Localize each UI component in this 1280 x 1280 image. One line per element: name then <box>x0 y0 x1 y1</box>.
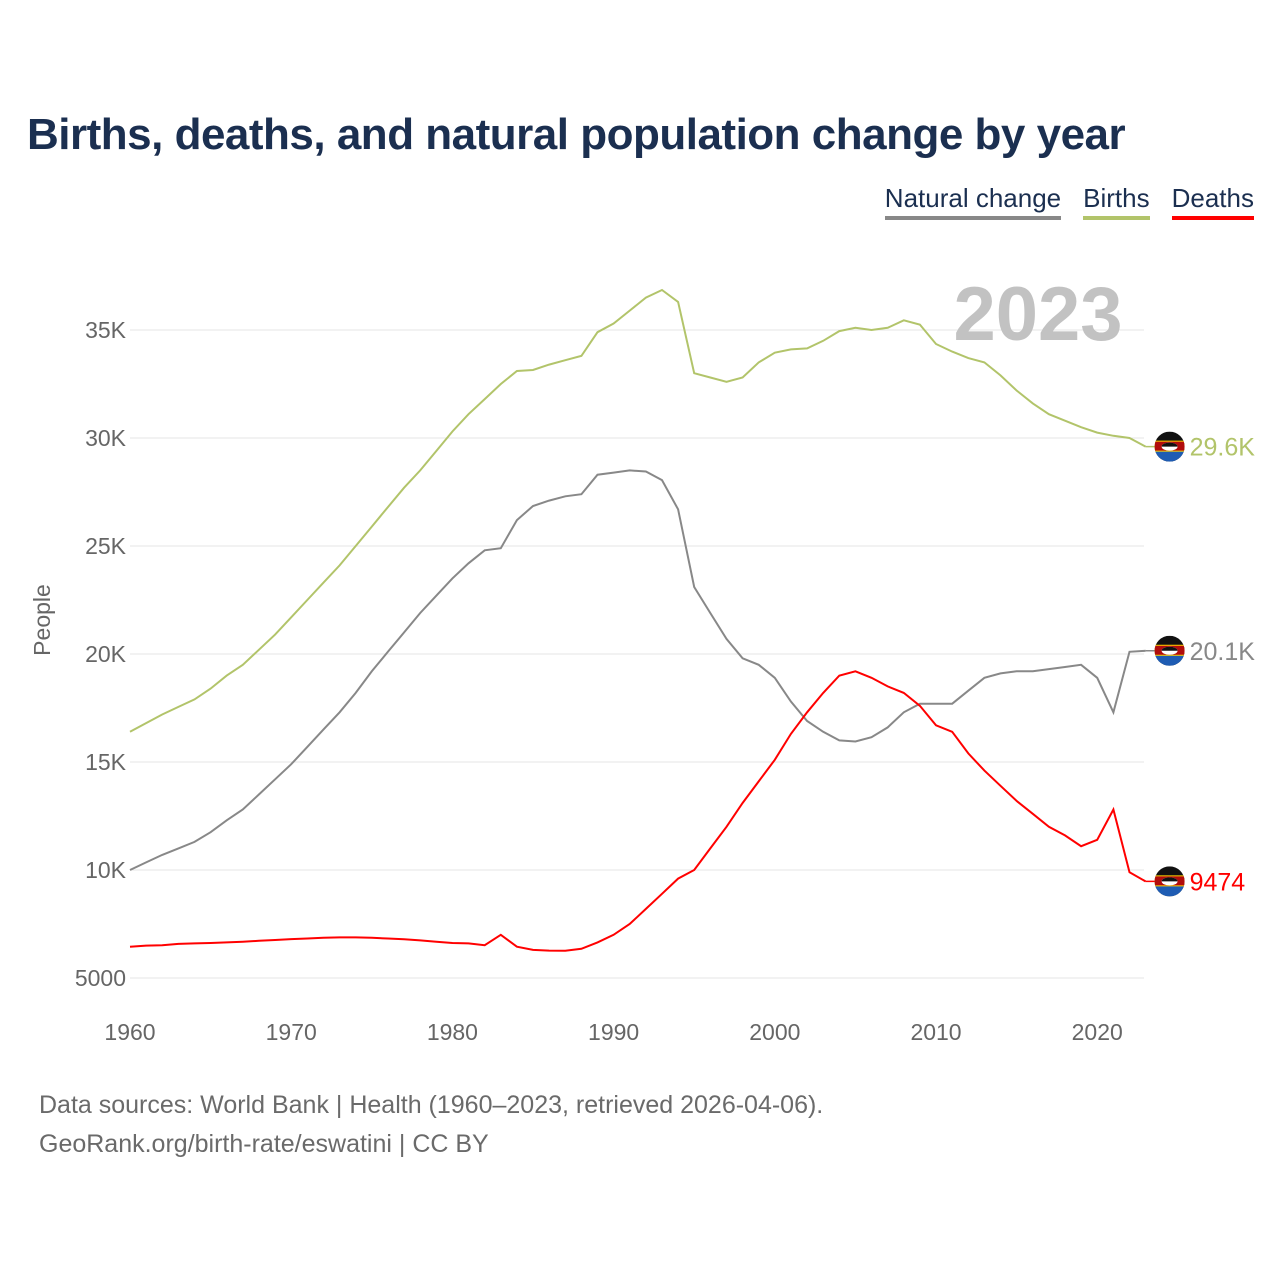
legend-births[interactable]: Births <box>1083 183 1150 220</box>
x-tick-label: 1960 <box>104 1019 155 1045</box>
x-tick-label: 2000 <box>749 1019 800 1045</box>
series-line-deaths <box>129 670 1147 952</box>
y-tick-label: 25K <box>85 533 127 559</box>
source-link[interactable]: GeoRank.org/birth-rate/eswatini | CC BY <box>39 1130 489 1158</box>
series-line-natural <box>129 469 1146 871</box>
series-line-births <box>129 288 1147 733</box>
year-watermark: 2023 <box>953 272 1122 357</box>
y-axis-label: People <box>29 584 55 656</box>
eswatini-flag-icon <box>1154 431 1185 462</box>
legend-natural-change[interactable]: Natural change <box>884 183 1062 220</box>
y-tick-label: 5000 <box>75 965 126 991</box>
y-tick-label: 30K <box>85 425 127 451</box>
x-tick-label: 1980 <box>427 1019 478 1045</box>
y-tick-label: 20K <box>85 641 127 667</box>
legend-deaths[interactable]: Deaths <box>1171 183 1254 220</box>
x-tick-label: 2010 <box>910 1019 961 1045</box>
chart-title: Births, deaths, and natural population c… <box>27 110 1126 159</box>
end-label-natural: 20.1K <box>1190 638 1256 666</box>
eswatini-flag-icon <box>1154 866 1185 897</box>
x-tick-label: 1970 <box>266 1019 317 1045</box>
legend: Natural change Births Deaths <box>884 183 1254 220</box>
data-source-text: Data sources: World Bank | Health (1960–… <box>39 1091 824 1119</box>
y-tick-label: 35K <box>85 317 127 343</box>
end-label-deaths: 9474 <box>1190 868 1246 896</box>
y-tick-label: 15K <box>85 749 127 775</box>
eswatini-flag-icon <box>1154 635 1185 666</box>
end-label-births: 29.6K <box>1190 434 1256 462</box>
x-tick-label: 1990 <box>588 1019 639 1045</box>
x-tick-label: 2020 <box>1072 1019 1123 1045</box>
y-tick-label: 10K <box>85 857 127 883</box>
footer: Data sources: World Bank | Health (1960–… <box>39 1086 823 1164</box>
